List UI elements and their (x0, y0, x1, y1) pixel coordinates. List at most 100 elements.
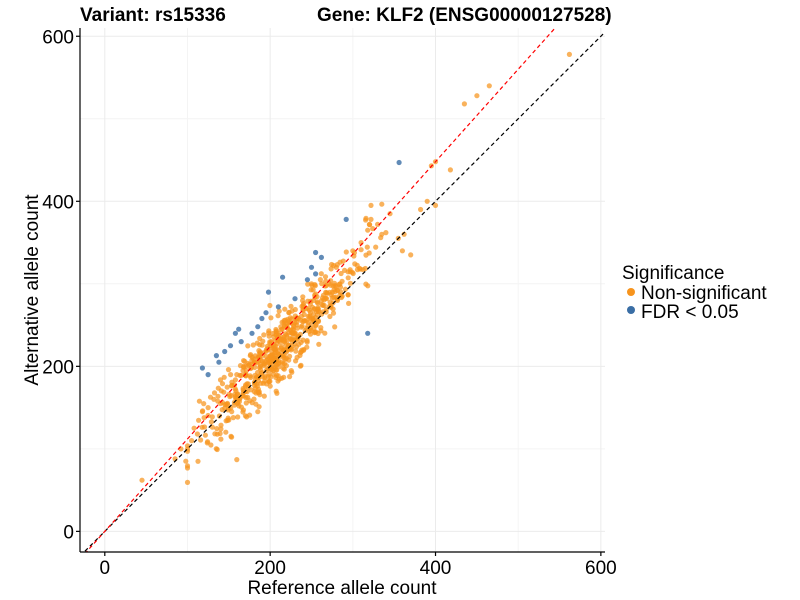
point-non-significant (260, 338, 266, 344)
point-non-significant (276, 308, 282, 314)
point-non-significant (329, 261, 335, 268)
grid-lines (80, 28, 605, 552)
title-left: Variant: rs15336 (80, 5, 226, 26)
point-non-significant (299, 303, 305, 309)
point-non-significant (229, 379, 235, 385)
point-non-significant (245, 343, 251, 349)
point-non-significant (184, 479, 191, 485)
point-non-significant (293, 344, 299, 350)
point-non-significant (286, 310, 292, 316)
point-fdr (199, 365, 205, 371)
point-non-significant (286, 330, 292, 336)
point-non-significant (327, 299, 333, 305)
point-non-significant (214, 446, 220, 453)
point-non-significant (379, 231, 385, 237)
point-non-significant (253, 401, 259, 407)
point-non-significant (329, 295, 335, 301)
legend: Significance Non-significant FDR < 0.05 (622, 263, 767, 323)
point-non-significant (228, 433, 234, 439)
point-non-significant (432, 202, 439, 208)
legend-marker-non-significant (627, 288, 635, 296)
point-non-significant (375, 221, 381, 227)
point-non-significant (183, 458, 189, 464)
point-non-significant (261, 332, 267, 338)
point-fdr (365, 330, 371, 336)
point-non-significant (211, 396, 217, 402)
x-axis-label: Reference allele count (247, 578, 437, 599)
point-non-significant (363, 215, 369, 221)
point-non-significant (310, 287, 316, 293)
point-non-significant (299, 323, 305, 329)
point-non-significant (287, 374, 293, 380)
point-non-significant (566, 51, 573, 58)
point-non-significant (256, 389, 262, 395)
point-non-significant (275, 330, 281, 336)
point-fdr (227, 343, 234, 349)
point-non-significant (338, 270, 344, 277)
point-non-significant (424, 198, 430, 204)
point-non-significant (354, 267, 361, 273)
point-non-significant (305, 305, 311, 311)
y-tick-label: 200 (42, 357, 74, 378)
point-non-significant (274, 367, 280, 373)
point-non-significant (418, 206, 424, 213)
point-non-significant (293, 348, 299, 354)
point-non-significant (196, 398, 202, 404)
point-non-significant (225, 367, 232, 373)
point-non-significant (204, 440, 210, 446)
point-non-significant (275, 378, 281, 384)
point-fdr (259, 315, 265, 322)
point-non-significant (282, 306, 288, 312)
point-non-significant (297, 363, 303, 369)
x-tick-label: 600 (585, 558, 617, 579)
point-non-significant (196, 417, 202, 423)
point-non-significant (280, 365, 286, 371)
point-non-significant (208, 419, 214, 425)
point-non-significant (250, 342, 256, 348)
point-non-significant (337, 281, 343, 287)
point-non-significant (279, 375, 285, 381)
point-fdr (265, 289, 272, 295)
point-non-significant (230, 415, 236, 421)
point-non-significant (447, 167, 453, 173)
title-right: Gene: KLF2 (ENSG00000127528) (317, 5, 612, 26)
point-non-significant (235, 414, 241, 420)
point-non-significant (346, 300, 352, 306)
point-non-significant (350, 248, 356, 254)
point-non-significant (288, 303, 294, 309)
point-non-significant (319, 281, 325, 287)
point-non-significant (245, 394, 251, 400)
point-non-significant (219, 407, 225, 413)
point-non-significant (461, 101, 467, 107)
tick-labels: 0 200 400 600 0 200 400 600 (42, 27, 616, 579)
point-fdr (222, 348, 228, 355)
point-non-significant (343, 249, 349, 255)
point-non-significant (292, 306, 298, 313)
point-fdr (304, 277, 310, 283)
point-non-significant (269, 360, 275, 366)
point-non-significant (264, 381, 270, 387)
point-non-significant (242, 413, 248, 419)
point-non-significant (240, 409, 246, 415)
point-non-significant (363, 281, 369, 287)
point-non-significant (305, 323, 311, 329)
point-non-significant (303, 318, 309, 324)
point-non-significant (226, 391, 232, 397)
point-non-significant (293, 358, 299, 364)
point-fdr (313, 271, 319, 277)
reference-line-identity (83, 31, 605, 552)
point-non-significant (202, 432, 208, 438)
point-fdr (213, 353, 219, 359)
point-non-significant (363, 252, 369, 258)
point-non-significant (275, 313, 281, 319)
point-non-significant (218, 422, 224, 428)
point-non-significant (218, 426, 224, 432)
point-non-significant (337, 259, 343, 265)
point-non-significant (234, 372, 240, 378)
point-non-significant (329, 289, 335, 295)
legend-label-non-significant: Non-significant (641, 283, 767, 304)
point-non-significant (199, 424, 205, 430)
point-non-significant (255, 369, 261, 376)
point-non-significant (308, 281, 315, 287)
point-non-significant (201, 415, 207, 421)
